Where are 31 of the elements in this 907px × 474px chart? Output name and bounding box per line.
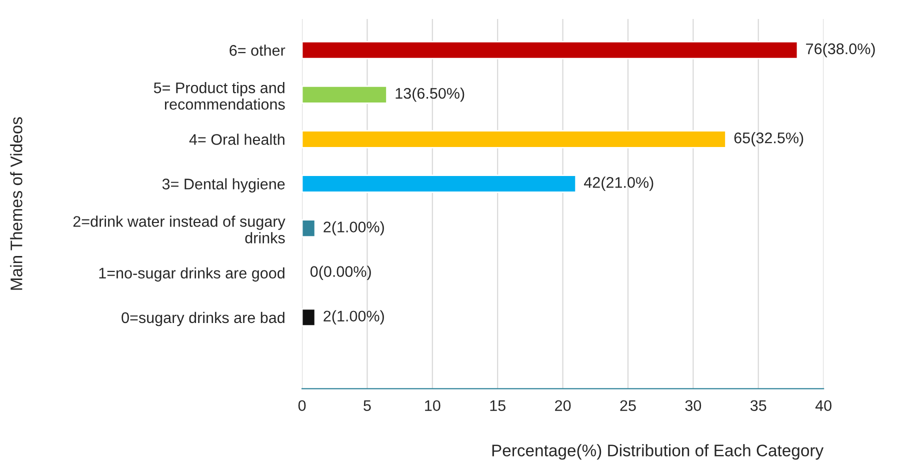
data-label: 2(1.00%)	[324, 221, 384, 236]
data-label: 0(0.00%)	[310, 266, 371, 280]
data-label: 76(38.0%)	[806, 43, 875, 58]
data-label: 65(32.5%)	[734, 132, 804, 146]
bar	[302, 219, 316, 238]
x-tick-label: 5	[364, 400, 371, 412]
bar	[302, 174, 577, 193]
y-tick-label: 5= Product tips and recommendations	[154, 82, 285, 110]
data-label: 13(6.50%)	[396, 88, 464, 102]
x-tick-label: 10	[425, 400, 440, 412]
x-tick-label: 40	[815, 400, 832, 412]
y-tick-label: 2=drink water instead of sugary drinks	[73, 216, 286, 244]
bar	[302, 130, 726, 148]
y-tick-label: 3= Dental hygiene	[162, 178, 285, 192]
x-tick-label: 30	[685, 400, 702, 412]
y-axis-title: Main Themes of Videos	[10, 117, 22, 290]
data-label: 2(1.00%)	[324, 310, 384, 325]
y-tick-label: 4= Oral health	[189, 134, 284, 145]
y-tick-label: 0=sugary drinks are bad	[122, 312, 284, 326]
bar	[302, 308, 316, 327]
x-tick-label: 20	[555, 400, 571, 412]
x-axis-title: Percentage(%) Distribution of Each Category	[492, 444, 824, 460]
y-tick-label: 1=no-sugar drinks are good	[99, 267, 284, 282]
x-tick-label: 25	[620, 400, 636, 412]
y-tick-label: 6= other	[230, 44, 286, 56]
data-label: 42(21.0%)	[584, 176, 654, 191]
x-tick-label: 35	[750, 400, 766, 412]
bar	[302, 86, 388, 104]
bar	[302, 40, 798, 60]
x-tick-label: 15	[490, 400, 506, 412]
x-tick-label: 0	[298, 400, 306, 412]
